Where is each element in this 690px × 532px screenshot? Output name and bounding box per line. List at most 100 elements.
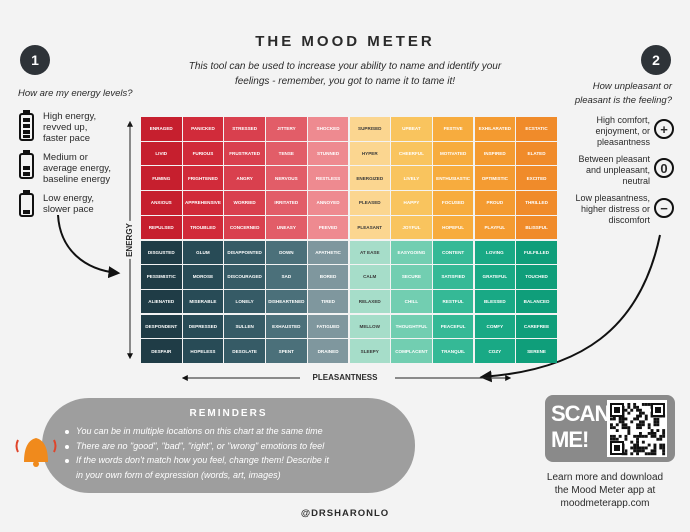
mood-cell: BALANCED [516,289,557,314]
mood-cell: ANXIOUS [141,191,182,215]
mood-cell: THOUGHTFUL [391,314,432,339]
subtitle: feelings - remember, you got to name it … [234,76,456,87]
qr-module [610,437,613,441]
qr-module [650,434,654,438]
mood-cell: FATIGUED [307,314,349,339]
pleasant-description: pleasantness [596,137,650,147]
qr-module [636,423,639,427]
mood-cell: EXHAUSTED [266,314,307,339]
question: pleasant is the feeling? [574,95,672,106]
mood-cell: SLEEPY [349,339,390,363]
qr-module [659,446,663,450]
qr-module [650,452,654,456]
qr-module [659,434,663,438]
mood-cell: SPENT [266,339,307,363]
qr-module [610,434,613,438]
mood-cell: ECSTATIC [516,117,557,141]
qr-module [630,452,634,456]
mood-cell: SAD [266,265,307,289]
mood-cell: FESTIVE [432,117,474,141]
qr-module [621,417,625,421]
qr-module [610,417,613,421]
arrow [479,234,661,383]
energy-description: revved up, [43,122,88,133]
qr-module [662,432,666,435]
qr-module [630,408,634,412]
qr-module [656,417,660,421]
qr-module [656,423,660,427]
qr-module [641,434,645,438]
mood-cell: ELATED [516,141,557,166]
mood-cell: HAPPY [391,191,432,215]
mood-cell: RELAXED [349,289,390,314]
qr-module [636,434,639,438]
subtitle: This tool can be used to increase your a… [188,61,502,72]
qr-module [639,408,642,412]
mood-cell: RESTLESS [307,166,349,190]
handle: @DRSHARONLO [300,508,390,519]
qr-module [624,408,628,412]
mood-cell: DESPONDENT [141,314,182,339]
mood-cell: TRANQUIL [432,339,474,363]
qr-module [627,405,631,409]
bullet [65,459,69,463]
qr-module [659,443,663,447]
qr-module [618,434,622,438]
qr-module [644,417,648,421]
qr-module [612,426,616,430]
energy-description: Low energy, [43,193,95,204]
qr-module [650,449,654,453]
qr-module [633,449,637,453]
mood-cell: DESPAIR [141,339,182,363]
mood-cell: HOPEFUL [432,215,474,240]
pleasant-description: enjoyment, or [595,126,650,136]
qr-module [653,432,657,435]
qr-module [641,440,645,444]
mood-cell: EASYGOING [391,240,432,264]
qr-module [647,452,651,456]
mood-cell: TOUCHED [516,265,557,289]
qr-module [612,434,616,438]
mood-cell: MOTIVATED [432,141,474,166]
mood-cell: GRATEFUL [474,265,516,289]
qr-module [650,429,654,432]
x-axis-label: PLEASANTNESS [312,373,378,382]
qr-module [636,417,639,421]
qr-module [639,426,642,430]
mood-cell: NERVOUS [266,166,307,190]
energy-description: slower pace [43,204,94,215]
reminder-text: If the words don't match how you feel, c… [76,455,329,465]
mood-cell: UPBEAT [391,117,432,141]
qr-module [644,434,648,438]
title: THE MOOD METER [255,33,435,50]
mood-cell: INSPIRED [474,141,516,166]
qr-module [624,426,628,430]
step-number: 1 [31,52,39,68]
qr-module [656,429,660,432]
mood-cell: ENTHUSIASTIC [432,166,474,190]
mood-cell: STUNNED [307,141,349,166]
qr-module [615,429,619,432]
reminders-box [42,398,415,493]
qr-module [610,426,613,430]
energy-description: average energy, [43,163,111,174]
qr-module [639,446,642,450]
qr-module [653,446,657,450]
pleasant-icon: 0 [660,161,668,176]
mood-cell: ANGRY [224,166,265,190]
mood-cell: PEEVED [307,215,349,240]
bullet [65,444,69,449]
mood-cell: HOPELESS [182,339,224,363]
qr-module [624,449,628,453]
pleasant-description: higher distress or [580,204,650,214]
mood-cell: CAREFREE [516,314,557,339]
qr-module [639,414,642,418]
mood-cell: TIRED [307,289,349,314]
qr-module [636,437,639,441]
scan-text: SCAN [551,401,610,426]
bell-icon [15,438,57,467]
mood-cell: SULLEN [224,314,265,339]
question: How are my energy levels? [18,88,133,99]
